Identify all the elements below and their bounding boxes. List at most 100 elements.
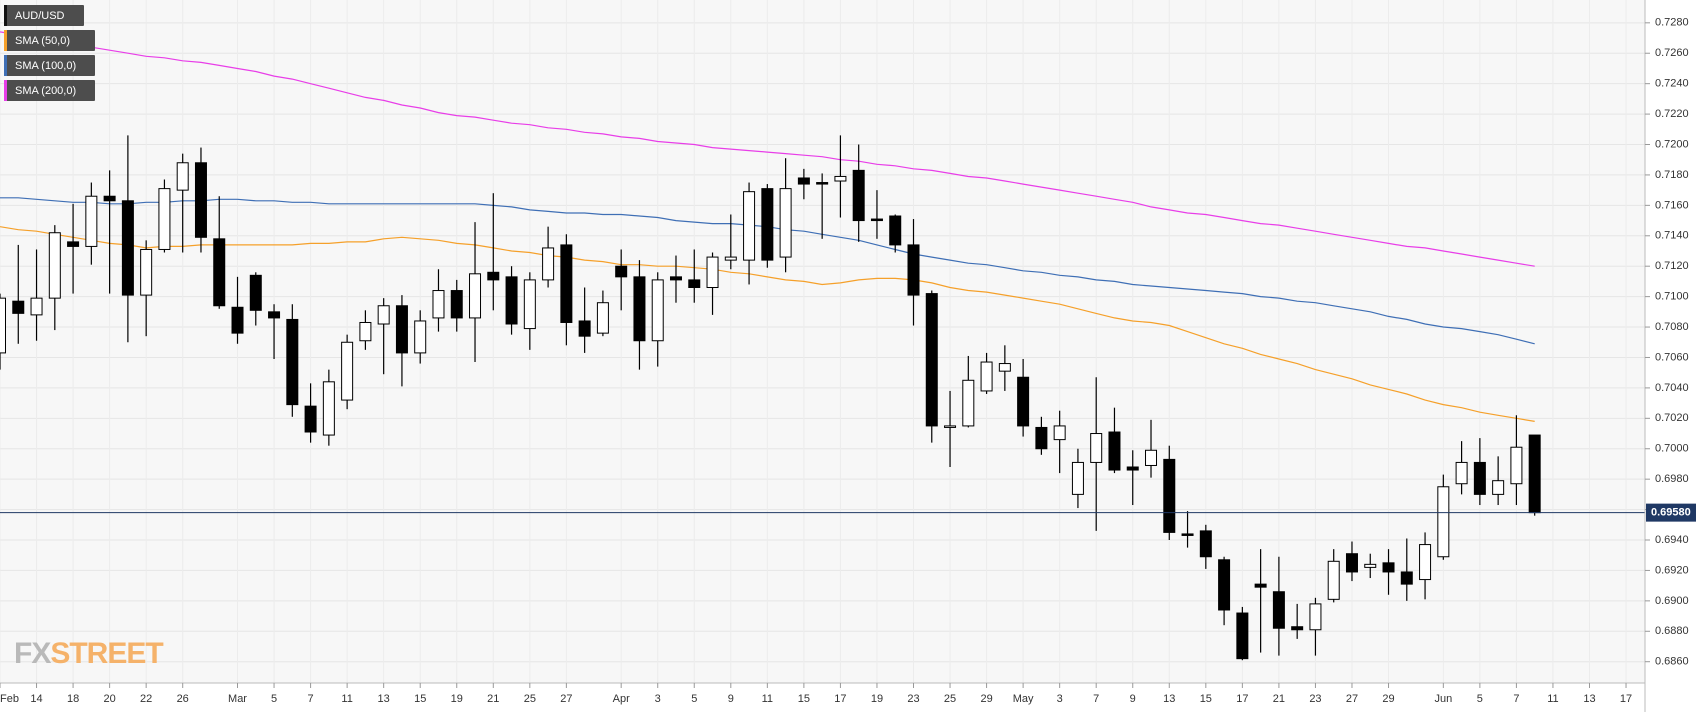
x-tick-label: 15 bbox=[414, 693, 426, 705]
x-tick-label: Mar bbox=[228, 693, 247, 705]
x-tick-label: 13 bbox=[378, 693, 390, 705]
x-tick-label: 3 bbox=[1057, 693, 1063, 705]
candle-body bbox=[1071, 461, 1084, 495]
y-tick-label: 0.7200 bbox=[1655, 138, 1689, 150]
candle-body bbox=[578, 320, 591, 337]
plot-background bbox=[0, 0, 1645, 683]
y-tick-label: 0.7060 bbox=[1655, 351, 1689, 363]
candle-body bbox=[1309, 603, 1322, 631]
candle-body bbox=[414, 320, 427, 354]
candle-body bbox=[286, 318, 299, 406]
x-tick-label: 29 bbox=[1382, 693, 1394, 705]
candle-body bbox=[1254, 583, 1267, 588]
watermark-suffix: STREET bbox=[50, 637, 163, 670]
candle-body bbox=[12, 300, 25, 314]
y-tick-label: 0.6980 bbox=[1655, 473, 1689, 485]
x-tick-label: 15 bbox=[1200, 693, 1212, 705]
legend-box bbox=[4, 80, 95, 101]
x-tick-label: 22 bbox=[140, 693, 152, 705]
candle-body bbox=[889, 215, 902, 246]
candle-body bbox=[596, 302, 609, 334]
y-tick-label: 0.7100 bbox=[1655, 291, 1689, 303]
x-tick-label: 29 bbox=[980, 693, 992, 705]
candle-body bbox=[1400, 571, 1413, 585]
candle-body bbox=[998, 363, 1011, 372]
candle-body bbox=[706, 256, 719, 288]
candle-body bbox=[395, 305, 408, 354]
x-tick-label: 23 bbox=[1309, 693, 1321, 705]
x-tick-label: 25 bbox=[524, 693, 536, 705]
candle-body bbox=[48, 232, 61, 299]
x-tick-label: 14 bbox=[30, 693, 42, 705]
y-tick-label: 0.6920 bbox=[1655, 564, 1689, 576]
candle-body bbox=[176, 162, 189, 191]
x-tick-label: 13 bbox=[1583, 693, 1595, 705]
legend-label: AUD/USD bbox=[15, 10, 65, 22]
candle-body bbox=[1181, 533, 1194, 536]
candle-body bbox=[523, 279, 536, 330]
candle-body bbox=[1492, 480, 1505, 495]
candle-body bbox=[231, 306, 244, 334]
candle-body bbox=[816, 182, 829, 185]
y-tick-label: 0.7160 bbox=[1655, 199, 1689, 211]
candle-body bbox=[1272, 591, 1285, 629]
x-tick-label: Apr bbox=[613, 693, 630, 705]
candle-body bbox=[761, 188, 774, 261]
x-tick-label: 7 bbox=[308, 693, 314, 705]
x-tick-label: 5 bbox=[1477, 693, 1483, 705]
y-tick-label: 0.6860 bbox=[1655, 656, 1689, 668]
candle-body bbox=[1382, 562, 1395, 573]
candle-body bbox=[560, 244, 573, 323]
legend-label: SMA (100,0) bbox=[15, 60, 76, 72]
x-tick-label: 27 bbox=[560, 693, 572, 705]
sma-line bbox=[0, 31, 1535, 267]
candle-body bbox=[1236, 612, 1249, 660]
candle-body bbox=[1455, 461, 1468, 485]
candle-body bbox=[1090, 433, 1103, 463]
x-tick-label: 27 bbox=[1346, 693, 1358, 705]
candle-body bbox=[962, 379, 975, 427]
candle-body bbox=[852, 169, 865, 222]
legend-label: SMA (50,0) bbox=[15, 35, 70, 47]
candle-body bbox=[907, 244, 920, 296]
legend-swatch bbox=[4, 55, 7, 76]
x-tick-label: Jun bbox=[1434, 693, 1452, 705]
sma-line bbox=[0, 226, 1535, 422]
candle-body bbox=[67, 241, 80, 247]
x-tick-label: 7 bbox=[1093, 693, 1099, 705]
candle-body bbox=[249, 274, 262, 311]
watermark: FXSTREET bbox=[14, 637, 163, 670]
candle-body bbox=[870, 218, 883, 222]
legend: AUD/USD SMA (50,0) SMA (100,0) SMA (200,0) bbox=[4, 5, 95, 101]
candle-body bbox=[213, 238, 226, 307]
candle-body bbox=[268, 311, 281, 319]
x-tick-label: 5 bbox=[691, 693, 697, 705]
candle-body bbox=[633, 276, 646, 342]
y-tick-label: 0.7280 bbox=[1655, 17, 1689, 29]
candle-body bbox=[1364, 563, 1377, 568]
candle-body bbox=[158, 188, 171, 250]
x-tick-label: 9 bbox=[728, 693, 734, 705]
candle-body bbox=[925, 293, 938, 427]
price-label: 0.69580 bbox=[1651, 507, 1691, 519]
x-tick-label: 11 bbox=[341, 693, 352, 705]
x-tick-label: 18 bbox=[67, 693, 79, 705]
candle-body bbox=[944, 425, 957, 428]
y-tick-label: 0.7260 bbox=[1655, 47, 1689, 59]
legend-label: SMA (200,0) bbox=[15, 85, 76, 97]
x-tick-label: 21 bbox=[1273, 693, 1285, 705]
candle-body bbox=[615, 265, 628, 278]
x-tick-label: 25 bbox=[944, 693, 956, 705]
x-tick-label: May bbox=[1013, 693, 1034, 705]
candle-body bbox=[377, 305, 390, 325]
candle-body bbox=[1035, 426, 1048, 450]
x-tick-label: 13 bbox=[1163, 693, 1175, 705]
candle-body bbox=[1419, 544, 1432, 581]
legend-box bbox=[4, 5, 84, 26]
candle-body bbox=[542, 247, 555, 281]
candle-body bbox=[1218, 559, 1231, 611]
y-tick-label: 0.7020 bbox=[1655, 412, 1689, 424]
candle-body bbox=[724, 256, 737, 261]
x-tick-label: 26 bbox=[177, 693, 189, 705]
